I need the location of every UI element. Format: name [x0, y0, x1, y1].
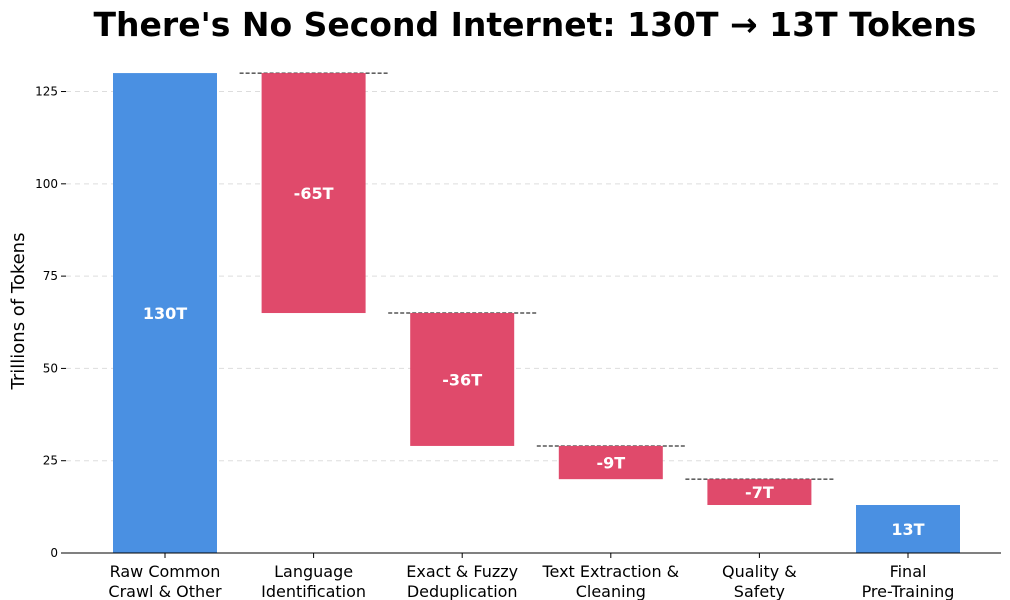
x-tick-label: Language Identification: [261, 562, 366, 600]
bar-value-label: 13T: [891, 520, 924, 539]
bar-value-label: -36T: [442, 370, 482, 389]
y-tick-label: 75: [43, 269, 58, 283]
x-tick-label: Exact & Fuzzy Deduplication: [406, 562, 518, 600]
x-axis-ticks: Raw Common Crawl & Other Language Identific…: [108, 553, 954, 600]
bar-6: [856, 505, 960, 553]
bar-value-label: -65T: [294, 184, 334, 203]
y-tick-label: 50: [43, 361, 58, 375]
grid-layer: [66, 91, 1001, 462]
bar-4: [558, 445, 663, 480]
y-tick-label: 125: [35, 85, 58, 99]
x-tick-label: Quality & Safety: [722, 562, 797, 600]
bar-value-label: -7T: [745, 483, 774, 502]
bar-1: [113, 73, 217, 553]
y-axis-ticks: 0 25 50 75 100 125: [35, 85, 66, 560]
bar-3: [410, 313, 515, 446]
x-tick-label: Text Extraction & Cleaning: [541, 562, 679, 600]
x-tick-label: Final Pre-Training: [862, 562, 955, 600]
y-axis-label: Trillions of Tokens: [8, 233, 29, 391]
bar-label-layer: 130T -65T -36T -9T -7T 13T: [143, 184, 925, 539]
bar-value-label: 130T: [143, 304, 187, 323]
x-tick-label: Raw Common Crawl & Other: [108, 562, 222, 600]
bar-5: [707, 479, 812, 506]
y-tick-label: 25: [43, 454, 58, 468]
bar-value-label: -9T: [596, 454, 625, 473]
bar-layer: [113, 73, 960, 553]
y-tick-label: 100: [35, 177, 58, 191]
y-tick-label: 0: [50, 546, 58, 560]
chart-title: There's No Second Internet: 130T → 13T T…: [94, 5, 977, 44]
bar-2: [261, 73, 366, 314]
